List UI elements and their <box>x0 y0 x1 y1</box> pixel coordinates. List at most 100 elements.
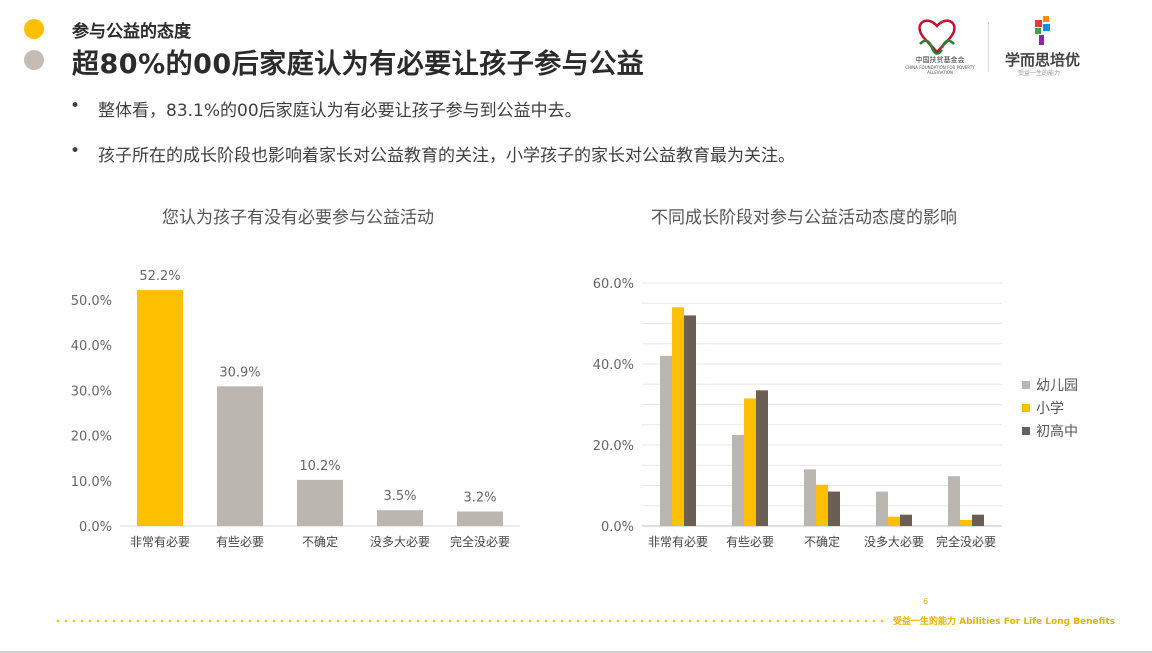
bullet-list: • 整体看，83.1%的00后家庭认为有必要让孩子参与到公益中去。 • 孩子所在… <box>70 96 795 186</box>
footer-dot <box>368 619 372 623</box>
footer-dot <box>664 619 668 623</box>
foundation-en: CHINA FOUNDATION FOR POVERTY ALLEVIATION <box>905 65 975 75</box>
footer-dot <box>616 619 620 623</box>
x-tick-label: 没多大必要 <box>864 534 924 549</box>
footer-dot <box>768 619 772 623</box>
y-tick-label: 60.0% <box>593 277 634 292</box>
footer-dot <box>200 619 204 623</box>
footer-dot <box>640 619 644 623</box>
footer-dot <box>280 619 284 623</box>
footer-dot <box>448 619 452 623</box>
x-tick-label: 不确定 <box>804 534 840 549</box>
page-title: 超80%的00后家庭认为有必要让孩子参与公益 <box>72 49 645 80</box>
bar <box>732 434 744 526</box>
footer-dot <box>712 619 716 623</box>
footer-dot <box>784 619 788 623</box>
bar <box>816 484 828 526</box>
x-tick-label: 非常有必要 <box>130 535 190 549</box>
footer-dot <box>408 619 412 623</box>
footer-dot <box>728 619 732 623</box>
footer-dot <box>112 619 116 623</box>
footer-dot <box>376 619 380 623</box>
data-label: 3.2% <box>463 491 496 506</box>
chart1-title: 您认为孩子有没有必要参与公益活动 <box>162 208 434 228</box>
x-tick-label: 有些必要 <box>726 535 774 549</box>
footer-dot <box>608 619 612 623</box>
chart2: 0.0% 20.0% 40.0% 60.0% 非常有必要 有些必要 不确定 没多大必要 完全没必… <box>593 277 1078 549</box>
footer-dot <box>480 619 484 623</box>
y-tick-label: 50.0% <box>71 294 112 309</box>
x-tick-label: 非常有必要 <box>648 535 708 549</box>
bar <box>756 390 768 526</box>
legend-label: 幼儿园 <box>1036 378 1078 394</box>
bar <box>900 514 912 526</box>
footer-dot <box>656 619 660 623</box>
footer-dot <box>848 619 852 623</box>
foundation-name: 中国扶贫基金会 <box>915 56 965 64</box>
footer-dot <box>288 619 292 623</box>
footer-dot <box>264 619 268 623</box>
bar <box>672 307 684 526</box>
footer-dot <box>296 619 300 623</box>
footer-dot <box>736 619 740 623</box>
footer-dot <box>152 619 156 623</box>
footer-dot <box>352 619 356 623</box>
bullet-text: 整体看，83.1%的00后家庭认为有必要让孩子参与到公益中去。 <box>98 101 582 121</box>
footer-dot <box>592 619 596 623</box>
footer-dot <box>584 619 588 623</box>
footer-dot <box>720 619 724 623</box>
footer-dot <box>528 619 532 623</box>
legend-swatch <box>1022 427 1030 435</box>
x-tick-label: 有些必要 <box>216 535 264 549</box>
footer-dot <box>120 619 124 623</box>
footer-dot <box>328 619 332 623</box>
bullet-marker: • <box>70 141 81 161</box>
footer-dot <box>816 619 820 623</box>
y-tick-label: 40.0% <box>71 339 112 354</box>
bullet-text: 孩子所在的成长阶段也影响着家长对公益教育的关注，小学孩子的家长对公益教育最为关注… <box>98 146 795 166</box>
brand-name: 学而思培优 <box>1005 51 1081 69</box>
footer-dot <box>440 619 444 623</box>
footer-dot <box>432 619 436 623</box>
footer-dot <box>160 619 164 623</box>
bullet-item: • 孩子所在的成长阶段也影响着家长对公益教育的关注，小学孩子的家长对公益教育最为… <box>70 141 795 166</box>
y-tick-label: 20.0% <box>71 430 112 445</box>
footer-dot <box>752 619 756 623</box>
footer-dot <box>248 619 252 623</box>
bar <box>960 519 972 526</box>
footer-dot <box>696 619 700 623</box>
chart2-title: 不同成长阶段对参与公益活动态度的影响 <box>651 208 957 228</box>
footer-dot <box>856 619 860 623</box>
footer-dot <box>536 619 540 623</box>
yellow-dot <box>24 19 44 39</box>
data-label: 3.5% <box>383 489 416 504</box>
bar <box>660 355 672 526</box>
footer-dot <box>792 619 796 623</box>
footer-dot <box>488 619 492 623</box>
footer-dot <box>360 619 364 623</box>
footer-dot <box>552 619 556 623</box>
footer-dot <box>128 619 132 623</box>
footer-dot <box>336 619 340 623</box>
footer-dot <box>504 619 508 623</box>
footer-dot <box>176 619 180 623</box>
footer-slogan: 受益一生的能力 Abilities For Life Long Benefits <box>893 617 1115 627</box>
footer-dot <box>96 619 100 623</box>
chart1: 0.0% 10.0% 20.0% 30.0% 40.0% 50.0% 52.2% 非常有必要 3… <box>71 269 520 549</box>
footer-dot <box>312 619 316 623</box>
footer-dot <box>208 619 212 623</box>
footer-dot <box>136 619 140 623</box>
y-tick-label: 20.0% <box>593 439 634 454</box>
y-tick-label: 40.0% <box>593 358 634 373</box>
footer-dot <box>240 619 244 623</box>
bar <box>684 315 696 526</box>
footer-dot <box>776 619 780 623</box>
y-tick-label: 30.0% <box>71 384 112 399</box>
bar <box>888 516 900 526</box>
footer-dot <box>496 619 500 623</box>
footer-dot <box>64 619 68 623</box>
footer-dot <box>880 619 884 623</box>
logo-divider <box>988 22 989 72</box>
x-tick-label: 不确定 <box>302 534 338 549</box>
footer-dot <box>744 619 748 623</box>
